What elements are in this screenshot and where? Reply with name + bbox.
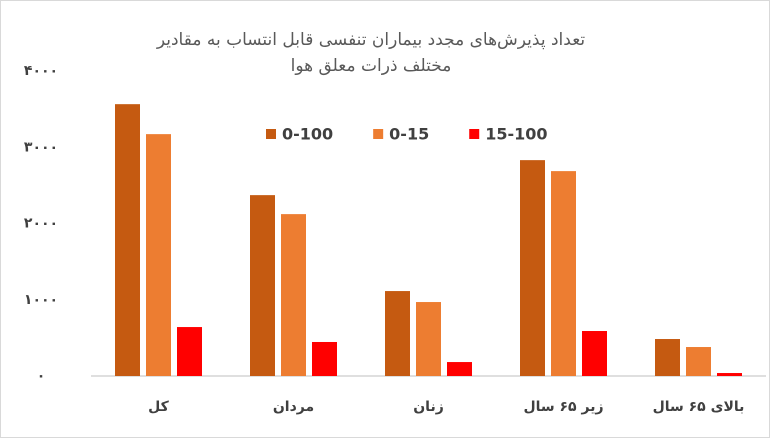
bar (146, 134, 171, 376)
legend-label: 0-15 (389, 125, 429, 144)
bar (177, 327, 202, 376)
legend-swatch (373, 129, 384, 139)
x-tick-label: کل (148, 399, 169, 415)
chart-title: تعداد پذیرش‌های مجدد بیماران تنفسی قابل … (156, 30, 586, 76)
bar (385, 291, 410, 376)
bar (115, 104, 140, 376)
x-tick-label: زیر ۶۵ سال (523, 399, 603, 415)
bar (281, 214, 306, 376)
legend-label: 15-100 (485, 125, 547, 144)
legend-swatch (266, 129, 276, 139)
y-tick-label: ۲۰۰۰ (24, 216, 58, 232)
bar (582, 331, 607, 376)
bar (520, 160, 545, 376)
y-tick-label: ۰ (37, 368, 46, 384)
bar (655, 339, 680, 376)
y-tick-label: ۳۰۰۰ (24, 139, 58, 155)
y-tick-label: ۱۰۰۰ (24, 292, 58, 308)
bar (416, 302, 441, 376)
bar (250, 195, 275, 376)
legend-swatch (469, 129, 480, 139)
bar (447, 362, 472, 376)
x-tick-label: زنان (413, 399, 444, 415)
x-tick-label: مردان (273, 399, 314, 415)
bar (686, 347, 711, 376)
x-tick-label: بالای ۶۵ سال (653, 399, 745, 415)
y-tick-label: ۴۰۰۰ (24, 63, 58, 79)
bar (312, 341, 337, 376)
bar (717, 373, 742, 376)
bar (551, 171, 576, 376)
legend-label: 0-100 (282, 125, 333, 144)
